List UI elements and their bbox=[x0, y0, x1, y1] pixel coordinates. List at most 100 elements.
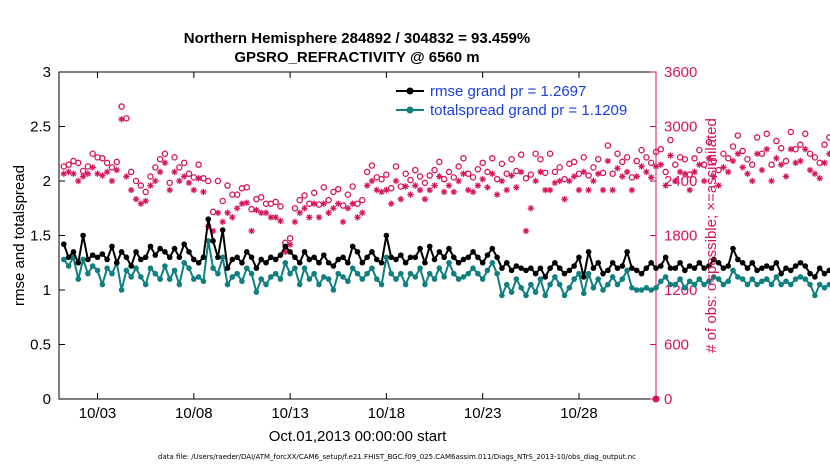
obs-assimilated-point bbox=[758, 166, 766, 174]
obs-assimilated-point bbox=[128, 186, 135, 194]
obs-assimilated-point bbox=[609, 186, 616, 194]
rmse-point bbox=[417, 245, 423, 252]
obs-assimilated-point bbox=[619, 173, 626, 180]
rmse-point bbox=[667, 265, 674, 272]
obs-possible-point bbox=[489, 155, 496, 162]
obs-assimilated-point bbox=[70, 170, 77, 177]
y-left-tick-label: 0.5 bbox=[30, 337, 51, 354]
obs-assimilated-stroke bbox=[537, 169, 544, 175]
obs-possible-point bbox=[594, 155, 602, 163]
totalspread-point bbox=[609, 274, 616, 280]
totalspread-point bbox=[417, 265, 423, 272]
obs-possible-point bbox=[696, 146, 703, 154]
obs-assimilated-point bbox=[306, 214, 313, 221]
obs-assimilated-point bbox=[782, 173, 790, 180]
x-tick-label: 10/23 bbox=[464, 405, 502, 422]
rmse-point bbox=[219, 227, 226, 233]
totalspread-point bbox=[460, 274, 467, 280]
obs-assimilated-point bbox=[628, 186, 636, 194]
obs-possible-point bbox=[542, 169, 549, 177]
y-right-tick-label: 1800 bbox=[664, 228, 697, 245]
obs-possible-point bbox=[643, 154, 650, 161]
obs-possible-point bbox=[691, 155, 698, 162]
obs-assimilated-point bbox=[821, 159, 828, 167]
obs-possible-point bbox=[195, 161, 202, 168]
obs-possible-point bbox=[614, 150, 621, 157]
obs-assimilated-point bbox=[806, 166, 814, 174]
obs-possible-point bbox=[532, 150, 539, 157]
obs-assimilated-point bbox=[180, 173, 188, 180]
rmse-point bbox=[65, 254, 72, 261]
obs-assimilated-point bbox=[373, 186, 380, 194]
obs-assimilated-point bbox=[570, 173, 578, 180]
obs-assimilated-stroke bbox=[725, 169, 731, 175]
rmse-point bbox=[523, 267, 529, 274]
rmse-point bbox=[710, 256, 717, 263]
obs-assimilated-point bbox=[633, 173, 640, 180]
totalspread-point bbox=[619, 276, 626, 282]
obs-possible-point bbox=[546, 150, 554, 157]
obs-assimilated-point bbox=[744, 170, 751, 177]
obs-assimilated-stroke bbox=[802, 146, 808, 152]
obs-possible-point bbox=[474, 165, 482, 173]
obs-possible-point bbox=[715, 166, 722, 174]
rmse-point bbox=[272, 256, 279, 263]
obs-possible-point bbox=[152, 164, 159, 171]
obs-possible-point bbox=[334, 185, 342, 193]
totalspread-point bbox=[528, 281, 534, 288]
obs-assimilated-stroke bbox=[797, 158, 804, 164]
rmse-point bbox=[426, 243, 433, 250]
obs-possible-point bbox=[633, 157, 640, 165]
obs-assimilated-point bbox=[590, 177, 597, 185]
rmse-point bbox=[715, 259, 722, 266]
rmse-point bbox=[807, 270, 813, 277]
obs-endpoint-marker bbox=[652, 395, 660, 403]
obs-assimilated-stroke bbox=[792, 160, 799, 166]
obs-assimilated-stroke bbox=[229, 214, 235, 220]
obs-possible-point bbox=[219, 197, 226, 205]
obs-assimilated-stroke bbox=[383, 187, 390, 193]
rmse-point bbox=[383, 232, 390, 239]
totalspread-point bbox=[754, 281, 760, 288]
obs-assimilated-point bbox=[354, 214, 361, 221]
obs-assimilated-stroke bbox=[576, 187, 582, 193]
obs-possible-point bbox=[75, 159, 82, 167]
obs-assimilated-stroke bbox=[470, 189, 476, 195]
rmse-point bbox=[282, 243, 289, 250]
obs-assimilated-stroke bbox=[480, 176, 486, 182]
x-tick-label: 10/13 bbox=[271, 405, 309, 422]
totalspread-point bbox=[345, 278, 351, 285]
obs-assimilated-stroke bbox=[258, 210, 264, 216]
obs-assimilated-stroke bbox=[821, 160, 828, 166]
obs-assimilated-stroke bbox=[739, 164, 746, 171]
rmse-point bbox=[585, 249, 592, 255]
totalspread-point bbox=[316, 281, 322, 288]
totalspread-point bbox=[436, 265, 443, 272]
obs-assimilated-stroke bbox=[581, 169, 587, 175]
obs-possible-point bbox=[802, 130, 809, 138]
totalspread-point bbox=[99, 281, 106, 288]
obs-assimilated-stroke bbox=[614, 165, 621, 171]
rmse-point bbox=[778, 270, 784, 277]
obs-assimilated-stroke bbox=[634, 173, 640, 180]
rmse-point bbox=[826, 267, 830, 274]
obs-possible-point bbox=[440, 175, 448, 183]
obs-assimilated-stroke bbox=[388, 201, 394, 207]
obs-assimilated-stroke bbox=[662, 182, 669, 189]
rmse-point bbox=[677, 259, 683, 266]
obs-assimilated-point bbox=[219, 218, 226, 226]
obs-assimilated-stroke bbox=[191, 187, 197, 193]
obs-assimilated-point bbox=[710, 173, 717, 180]
rmse-point bbox=[61, 241, 67, 248]
totalspread-point bbox=[335, 270, 342, 277]
obs-possible-point bbox=[166, 179, 173, 187]
rmse-point bbox=[556, 265, 563, 272]
obs-possible-point bbox=[753, 134, 761, 141]
obs-possible-point bbox=[132, 177, 140, 185]
rmse-point bbox=[388, 254, 395, 261]
obs-assimilated-point bbox=[715, 182, 722, 189]
rmse-point bbox=[320, 252, 327, 258]
obs-assimilated-stroke bbox=[571, 173, 577, 180]
obs-assimilated-point bbox=[686, 186, 693, 194]
